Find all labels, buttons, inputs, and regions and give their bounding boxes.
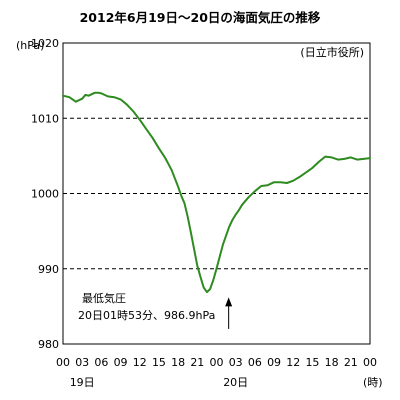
day-labels: 19日 20日 [70,376,249,389]
x-tick-label: 06 [248,356,262,369]
x-tick-label: 18 [325,356,339,369]
min-pressure-note-title: 最低気圧 [82,291,126,305]
x-tick-label: 21 [190,356,204,369]
x-tick-label: 21 [344,356,358,369]
x-tick-label: 12 [133,356,147,369]
x-tick-label: 00 [363,356,377,369]
y-axis-unit-label: (hPa) [16,39,44,52]
x-tick-label: 03 [229,356,243,369]
x-tick-label: 03 [75,356,89,369]
x-tick-label: 09 [114,356,128,369]
x-tick-label: 06 [94,356,108,369]
x-axis-unit-label: (時) [363,376,383,389]
x-tick-labels: 00 03 06 09 12 15 18 21 00 03 06 09 12 15 18 21 00 [56,356,377,369]
min-pressure-arrow-head [225,297,233,307]
x-tick-label: 00 [210,356,224,369]
x-tick-label: 00 [56,356,70,369]
x-tick-label: 09 [267,356,281,369]
x-tick-label: 12 [286,356,300,369]
x-tick-label: 18 [171,356,185,369]
y-tick-label: 1000 [31,188,59,201]
x-tick-label: 15 [152,356,166,369]
y-tick-labels: 1020 1010 1000 990 980 [31,37,59,351]
source-note: (日立市役所) [300,45,364,59]
y-tick-label: 990 [38,263,59,276]
grid-lines [63,117,370,270]
min-pressure-note-detail: 20日01時53分、986.9hPa [78,309,215,322]
y-tick-label: 980 [38,338,59,351]
y-tick-label: 1010 [31,112,59,125]
y-tick-label: 1020 [31,37,59,50]
x-tick-label: 15 [305,356,319,369]
day-label: 20日 [223,376,248,389]
pressure-series-line [62,91,371,294]
day-label: 19日 [70,376,95,389]
plot-frame [62,42,371,345]
chart-title: 2012年6月19日～20日の海面気圧の推移 [80,10,321,25]
